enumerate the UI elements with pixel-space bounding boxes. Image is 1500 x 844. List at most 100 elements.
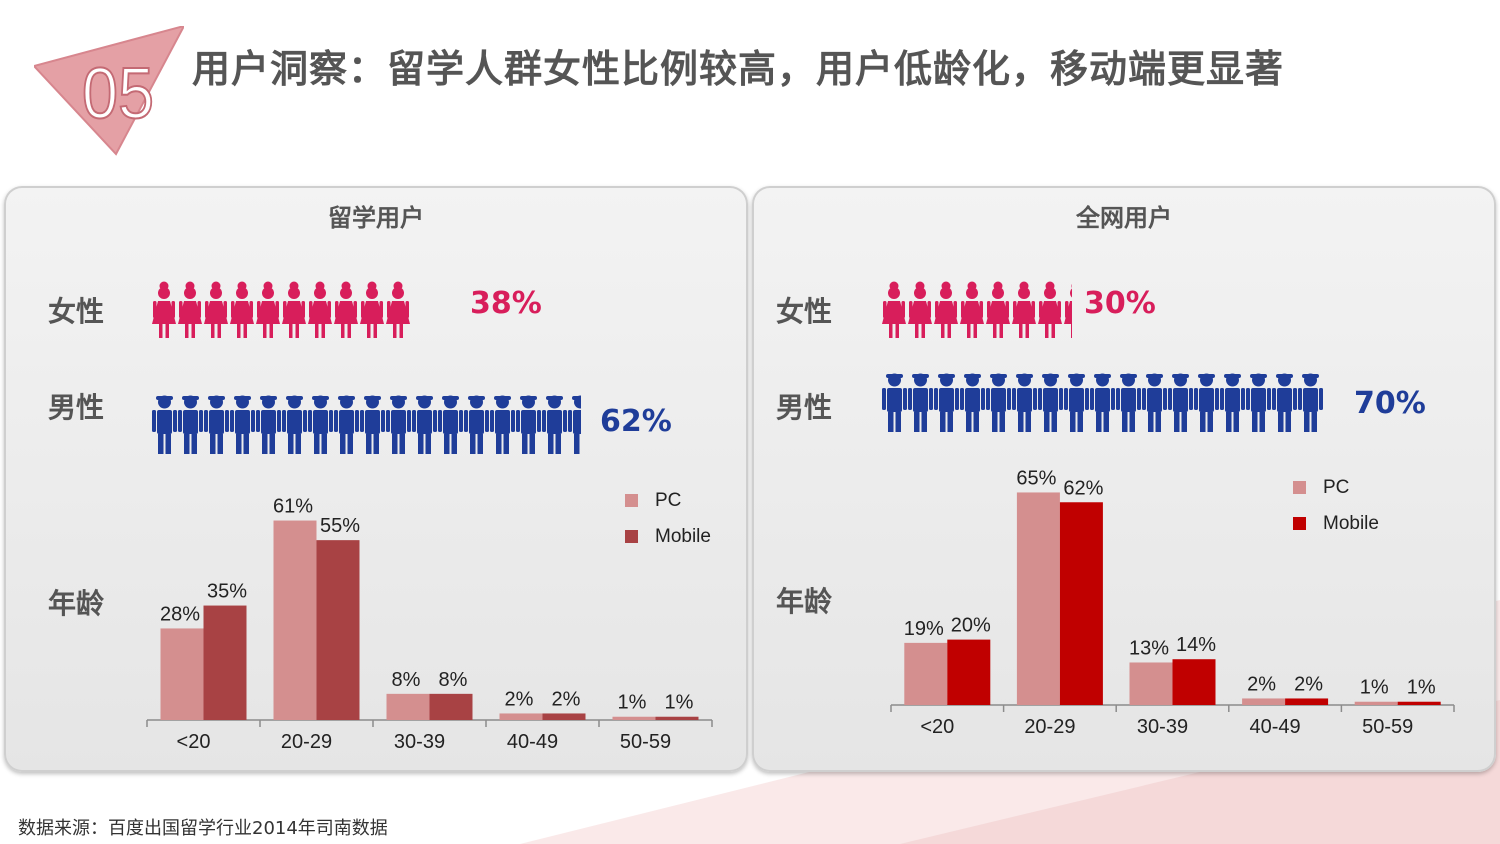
section-number: 05 <box>82 54 154 134</box>
female-person-icon <box>152 281 176 338</box>
male-percentage: 70% <box>1354 386 1426 421</box>
male-person-icon <box>360 395 385 454</box>
category-tick-label: 20-29 <box>1024 716 1075 738</box>
male-person-icon <box>386 395 411 454</box>
male-person-icon <box>1220 373 1245 432</box>
data-label: 2% <box>505 688 534 710</box>
pc-bar <box>1242 698 1286 705</box>
male-percentage: 62% <box>600 404 672 439</box>
male-person-icon <box>230 395 255 454</box>
legend-swatch-pc <box>1293 481 1306 494</box>
category-tick-label: 50-59 <box>620 731 671 753</box>
male-label: 男性 <box>776 391 833 424</box>
mobile-bar <box>429 693 473 720</box>
female-person-icon <box>386 281 410 338</box>
section-number-badge: 05 <box>34 26 184 156</box>
male-person-icon <box>464 395 489 454</box>
data-label: 14% <box>1176 634 1216 656</box>
female-person-icon <box>934 281 958 338</box>
pc-bar <box>1354 701 1398 705</box>
male-person-icon <box>1064 373 1089 432</box>
male-person-icon <box>960 373 985 432</box>
female-label: 女性 <box>776 295 833 328</box>
female-person-icon <box>960 281 984 338</box>
age-label: 年龄 <box>48 587 105 620</box>
male-person-icon <box>412 395 437 454</box>
male-person-icon <box>542 395 567 454</box>
data-source-note: 数据来源：百度出国留学行业2014年司南数据 <box>18 818 388 839</box>
male-person-icon <box>334 395 359 454</box>
female-person-icon <box>908 281 932 338</box>
data-label: 1% <box>618 692 647 714</box>
male-person-icon <box>1116 373 1141 432</box>
data-label: 13% <box>1129 637 1169 659</box>
male-person-icon <box>256 395 281 454</box>
female-person-icon <box>1012 281 1036 338</box>
male-person-icon <box>1090 373 1115 432</box>
female-icon-row <box>152 280 412 340</box>
male-person-icon <box>204 395 229 454</box>
mobile-bar <box>1285 698 1329 705</box>
female-person-icon <box>1038 281 1062 338</box>
male-person-icon <box>1298 373 1323 432</box>
mobile-bar <box>203 605 247 720</box>
data-label: 1% <box>1407 677 1436 699</box>
data-label: 28% <box>160 603 200 625</box>
mobile-bar <box>1397 701 1441 705</box>
data-label: 65% <box>1016 467 1056 489</box>
pc-bar <box>386 693 430 720</box>
male-person-icon <box>1012 373 1037 432</box>
male-person-icon <box>882 373 907 432</box>
male-person-icon <box>908 373 933 432</box>
age-bar-chart: 28% 35% <20 61% 55% 20-29 8% 8% 30-39 2% 2% 40-49 1%… <box>146 490 713 753</box>
male-person-icon <box>1142 373 1167 432</box>
category-tick-label: <20 <box>920 716 954 738</box>
data-label: 2% <box>552 688 581 710</box>
legend-swatch-mobile <box>625 530 638 543</box>
female-person-icon <box>1064 283 1072 338</box>
data-label: 8% <box>439 669 468 691</box>
data-label: 20% <box>951 615 991 637</box>
male-person-icon <box>1168 373 1193 432</box>
male-person-icon <box>490 395 515 454</box>
legend-label: Mobile <box>655 526 711 547</box>
age-label: 年龄 <box>776 585 833 618</box>
female-person-icon <box>204 281 228 338</box>
mobile-bar <box>542 713 586 720</box>
male-icon-row <box>882 372 1324 432</box>
male-person-icon <box>152 395 177 454</box>
female-person-icon <box>256 281 280 338</box>
male-person-icon <box>986 373 1011 432</box>
data-label: 61% <box>273 496 313 518</box>
panel-title: 留学用户 <box>328 204 424 232</box>
data-label: 2% <box>1294 673 1323 695</box>
female-percentage: 38% <box>470 286 542 321</box>
pc-bar <box>904 642 948 705</box>
category-tick-label: 30-39 <box>1137 716 1188 738</box>
legend-label: PC <box>1323 477 1349 498</box>
data-label: 2% <box>1247 673 1276 695</box>
female-person-icon <box>308 281 332 338</box>
data-label: 19% <box>904 618 944 640</box>
data-label: 1% <box>665 692 694 714</box>
male-person-icon <box>568 395 581 454</box>
female-person-icon <box>230 281 254 338</box>
category-tick-label: 40-49 <box>1250 716 1301 738</box>
male-icon-row <box>152 394 581 454</box>
male-person-icon <box>1272 373 1297 432</box>
female-person-icon <box>282 281 306 338</box>
female-person-icon <box>178 281 202 338</box>
female-person-icon <box>986 281 1010 338</box>
female-percentage: 30% <box>1084 286 1156 321</box>
male-person-icon <box>516 395 541 454</box>
mobile-bar <box>1172 659 1216 705</box>
male-person-icon <box>1194 373 1219 432</box>
category-tick-label: <20 <box>177 731 211 753</box>
panel-all-internet-users: 全网用户 女性 30% 男性 70% 年龄 19% 20% <20 65% 62% 20-… <box>752 186 1496 772</box>
panel-title: 全网用户 <box>1076 204 1172 232</box>
male-person-icon <box>1038 373 1063 432</box>
data-label: 35% <box>207 581 247 603</box>
pc-bar <box>499 713 543 720</box>
female-person-icon <box>334 281 358 338</box>
male-person-icon <box>438 395 463 454</box>
